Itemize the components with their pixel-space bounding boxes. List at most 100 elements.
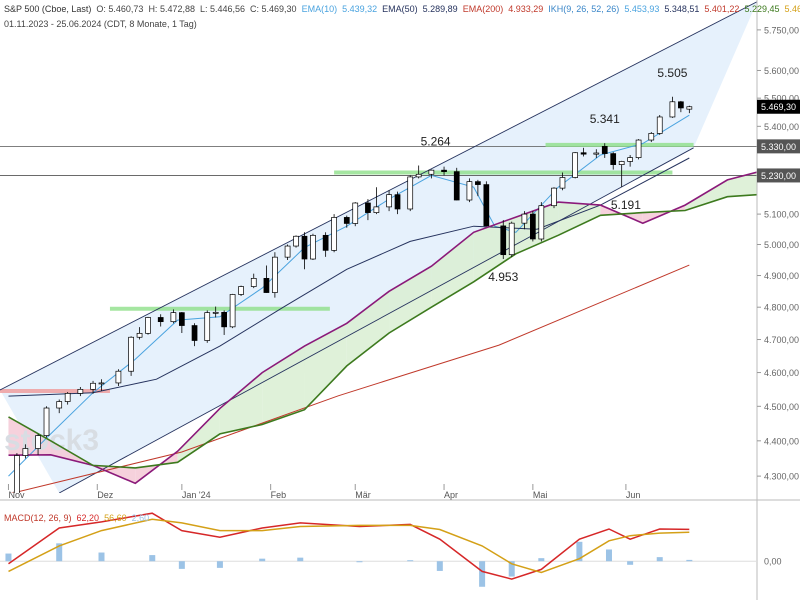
quote-label: C: 5.469,30 [250, 4, 297, 14]
legend-readout: 5.348,51 [664, 4, 700, 14]
legend-entry: EMA(50) [382, 4, 418, 14]
annotation: 5.341 [590, 112, 620, 126]
histogram-bar [297, 557, 304, 562]
legend-readout: 5.229,45 [744, 4, 780, 14]
candle-body [593, 152, 600, 155]
candle-body [428, 169, 435, 175]
x-tick-label: Jan '24 [182, 490, 211, 500]
y-tick-label: 4.700,00 [764, 335, 799, 345]
cloud-fill [177, 408, 220, 463]
candle-body [293, 235, 299, 247]
candle-body [310, 234, 316, 260]
candle-body [466, 181, 473, 201]
candle-body [263, 278, 270, 293]
histogram-bar [149, 555, 156, 562]
candle-body [90, 382, 96, 390]
candle-body [627, 157, 633, 162]
y-tick-label: 4.300,00 [764, 472, 799, 482]
candle-body [386, 194, 392, 208]
ema-line [10, 264, 690, 493]
histogram-bar [627, 561, 634, 565]
legend-readout: 5.453,93 [624, 4, 660, 14]
histogram-bar [576, 541, 583, 562]
price-plot: stock3 [0, 1, 757, 493]
cloud-fill [346, 291, 390, 366]
title: S&P 500 (Cboe, Last) [4, 4, 92, 14]
candle-body [441, 169, 447, 172]
macd-line [8, 518, 690, 574]
y-tick-label: 5.000,00 [764, 240, 799, 250]
cloud-fill [304, 323, 347, 410]
y-tick-label: 0,00 [764, 557, 782, 567]
histogram-bar [656, 557, 663, 562]
candle-body [373, 206, 380, 213]
candle-body [365, 202, 371, 213]
macd-title: MACD(12, 26, 9) [4, 513, 72, 523]
y-tick-label: 5.750,00 [764, 25, 799, 35]
histogram-bar [436, 561, 443, 571]
candle-body [22, 448, 29, 456]
candle-body [618, 161, 625, 165]
y-tick-label: 5.100,00 [764, 210, 799, 220]
x-tick-label: Mai [533, 490, 548, 500]
labels: 4.300,00 4.400,00 4.500,00 4.600,00 4.700,00… [7, 25, 800, 567]
cloud-span-b [8, 193, 757, 469]
candle-body [648, 133, 655, 141]
cloud-fill [685, 179, 728, 211]
annotation: 5.505 [657, 66, 687, 80]
candle-body [128, 336, 134, 372]
macd-header: MACD(12, 26, 9) 62,20 56,60 2,60 [4, 513, 154, 523]
candle-body [678, 101, 684, 109]
candle-body [580, 152, 587, 155]
candle-body [572, 152, 579, 178]
candle-body [204, 312, 211, 341]
histogram-bar [259, 558, 266, 562]
candle-body [343, 217, 350, 224]
legend-readout: 56,60 [104, 513, 127, 523]
candle-body [538, 205, 545, 240]
header-line: S&P 500 (Cboe, Last) O: 5.460,73 H: 5.472,… [4, 4, 800, 14]
x-tick-label: Dez [97, 490, 114, 500]
candle-body [238, 286, 244, 295]
candle-body [56, 401, 63, 409]
candle-body [610, 153, 617, 165]
legend-readout: 5.289,89 [422, 4, 458, 14]
cloud-fill [389, 266, 432, 334]
price-tag-label: 5.230,00 [761, 171, 796, 181]
candle-body [483, 184, 490, 227]
candle-body [157, 317, 164, 323]
ema-line [8, 157, 690, 397]
legend-readout: 5.401,22 [704, 4, 740, 14]
x-tick-label: Mär [355, 490, 371, 500]
price-tag [757, 99, 800, 114]
candle-body [635, 139, 642, 158]
candle-body [178, 312, 185, 326]
x-tick-label: Nov [8, 490, 25, 500]
subtitle: 01.11.2023 - 25.06.2024 (CDT, 8 Monate, … [4, 19, 197, 29]
annotation: 4.953 [488, 270, 518, 284]
header-line: 01.11.2023 - 25.06.2024 (CDT, 8 Monate, … [4, 19, 202, 29]
histogram-bar [178, 561, 185, 569]
y-tick-label: 4.800,00 [764, 303, 799, 313]
candle-body [669, 101, 676, 118]
histogram-bar [407, 560, 414, 562]
channel-line [58, 147, 694, 493]
legend-readout: 2,60 [131, 513, 150, 523]
candle-body [322, 234, 329, 251]
y-tick-label: 4.600,00 [764, 368, 799, 378]
candle-body [686, 106, 693, 110]
candle-body [551, 187, 557, 207]
price-tag [757, 139, 800, 154]
annotation: 5.264 [421, 134, 451, 148]
candle-body [272, 256, 278, 293]
macd-plot [0, 512, 757, 587]
cloud-span-a [8, 171, 757, 485]
candle-body [98, 382, 105, 385]
y-tick-label: 5.500,00 [764, 94, 799, 104]
candle-body [331, 217, 337, 251]
histogram-bar [686, 559, 693, 562]
legend-entry: IKH(9, 26, 52, 26) [548, 4, 620, 14]
candle-body [530, 213, 536, 240]
